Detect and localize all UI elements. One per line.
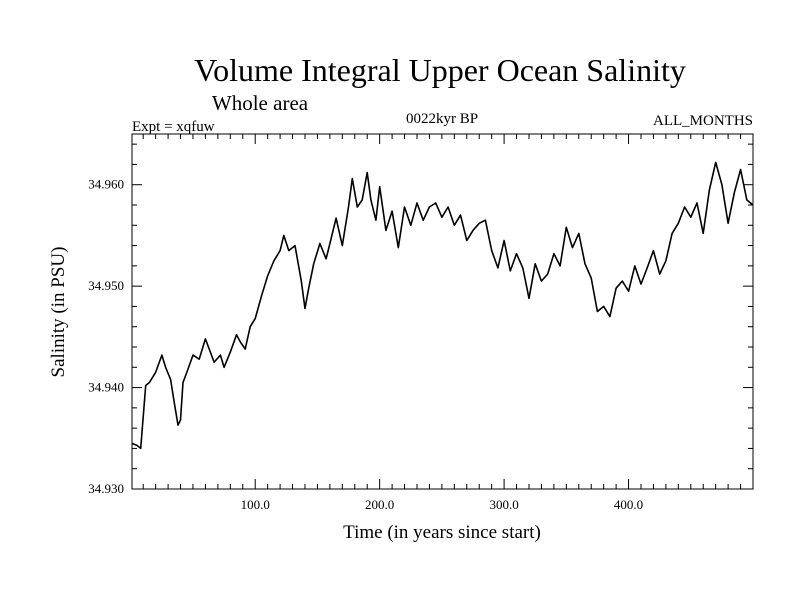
salinity-series-line: [131, 161, 754, 450]
x-tick-label: 400.0: [614, 497, 643, 512]
period-label: 0022kyr BP: [406, 111, 478, 127]
y-axis: 34.930 34.940 34.950 34.960: [88, 143, 753, 496]
x-axis-label: Time (in years since start): [343, 522, 541, 543]
y-tick-label: 34.950: [88, 278, 124, 293]
expt-label: Expt = xqfuw: [132, 119, 215, 135]
x-tick-label: 200.0: [365, 497, 394, 512]
plot-frame: [131, 133, 754, 490]
chart-title: Volume Integral Upper Ocean Salinity: [194, 52, 686, 88]
y-tick-label: 34.930: [88, 481, 124, 496]
x-tick-label: 100.0: [241, 497, 270, 512]
months-label: ALL_MONTHS: [653, 113, 753, 129]
x-tick-label: 300.0: [489, 497, 518, 512]
chart-subtitle: Whole area: [212, 91, 309, 115]
x-axis: 100.0 200.0 300.0 400.0: [142, 134, 742, 512]
y-axis-label: Salinity (in PSU): [48, 247, 69, 378]
y-tick-label: 34.960: [88, 177, 124, 192]
y-tick-label: 34.940: [88, 380, 124, 395]
